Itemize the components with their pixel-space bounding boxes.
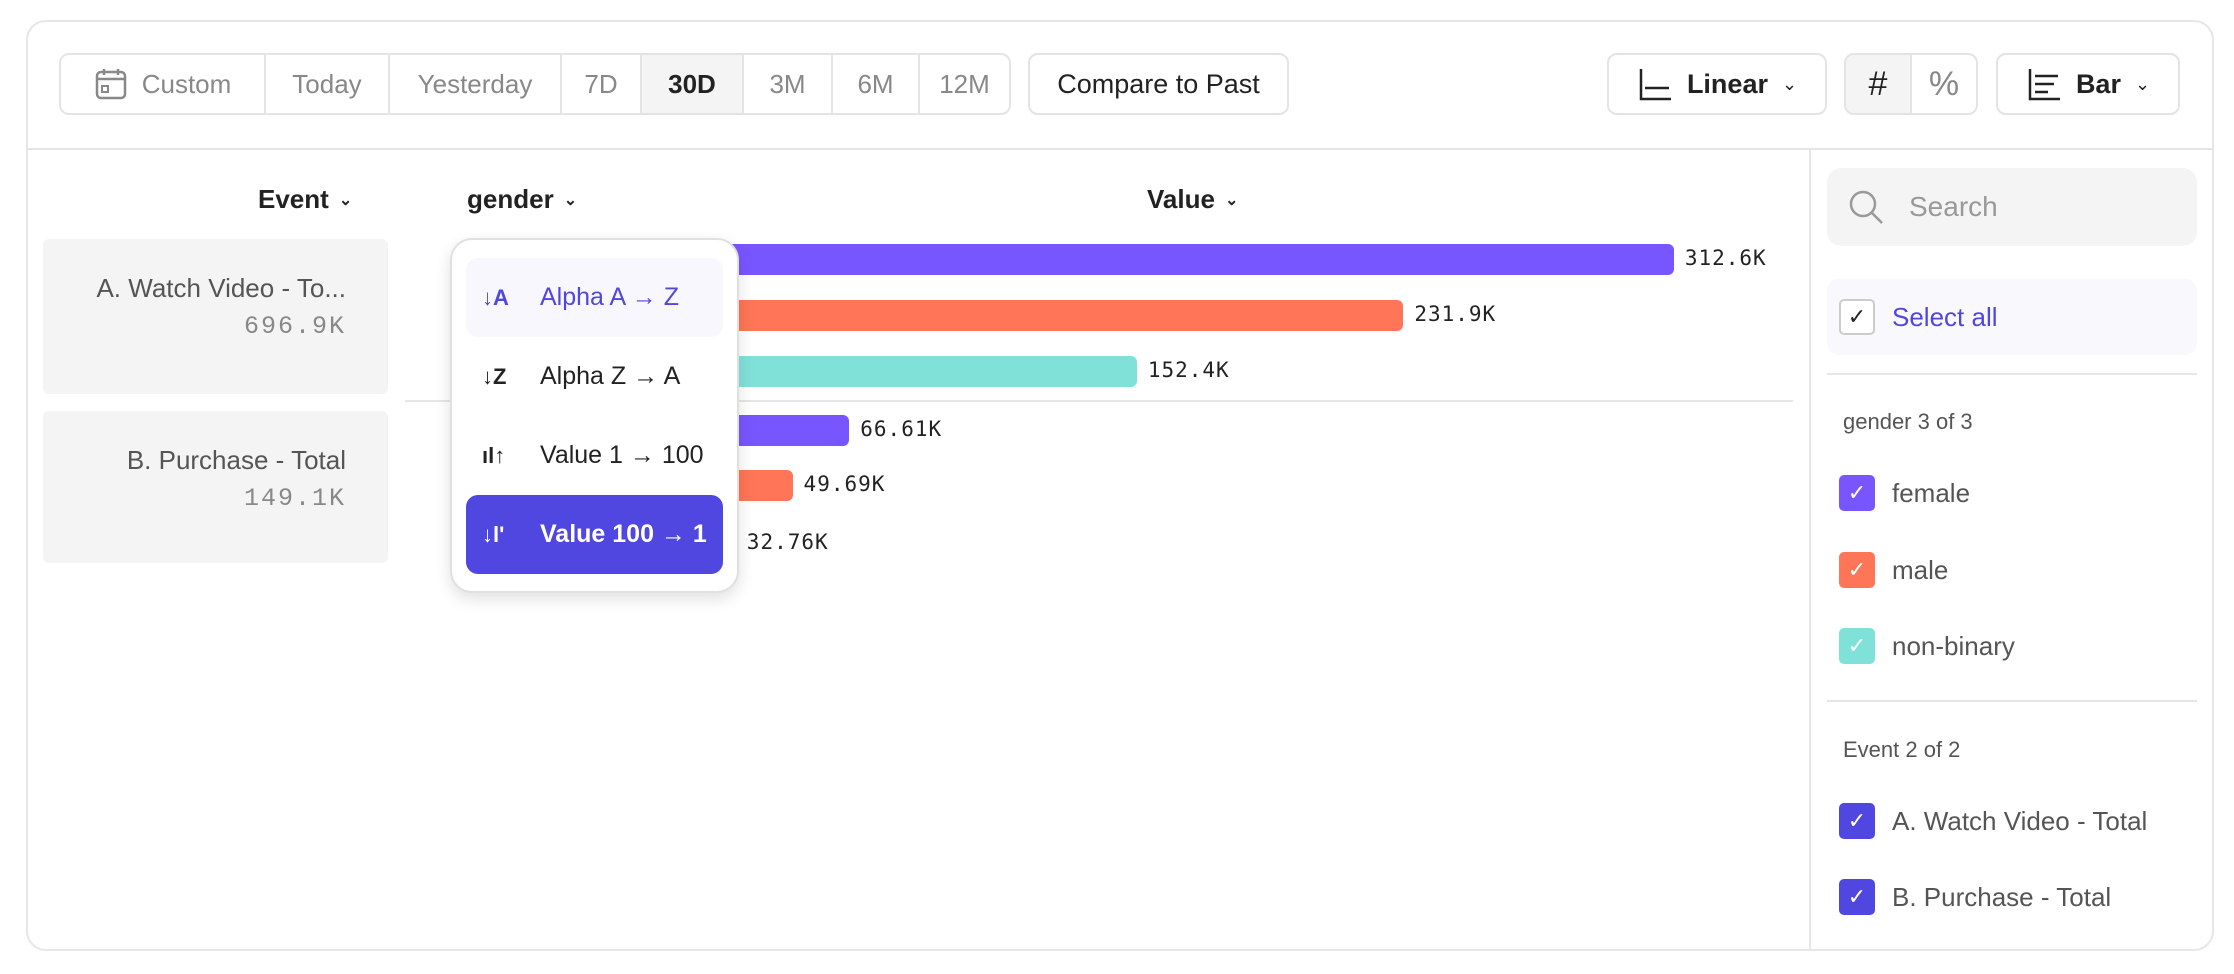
bar-male[interactable]	[626, 300, 1404, 331]
non-binary-checkbox[interactable]: ✓	[1839, 628, 1875, 664]
sort-menu: ↓A Alpha A → Z ↓Z Alpha Z → A ıl↑ Value 1 →…	[450, 238, 739, 593]
sort-alpha-asc-icon: ↓A	[482, 284, 509, 310]
chevron-down-icon: ⌄	[338, 191, 353, 209]
panel-divider	[1809, 149, 1811, 950]
filter-divider	[1827, 373, 2197, 375]
event-name: A. Watch Video - To...	[96, 273, 346, 303]
date-3m-button[interactable]: 3M	[744, 55, 833, 113]
report-card	[26, 20, 2214, 951]
menu-item-label: Value 100 → 1	[540, 520, 707, 548]
purchase-label[interactable]: B. Purchase - Total	[1892, 882, 2112, 912]
compare-to-past-button[interactable]: Compare to Past	[1028, 53, 1289, 115]
chart-type-label: Bar	[2075, 68, 2121, 99]
watch-video-checkbox[interactable]: ✓	[1839, 803, 1875, 839]
select-all-label[interactable]: Select all	[1892, 302, 1998, 332]
event-card-watch-video[interactable]: A. Watch Video - To... 696.9K	[43, 239, 388, 394]
event-column-header[interactable]: Event ⌄	[258, 184, 352, 215]
bar-value-label: 49.69K	[803, 472, 886, 496]
filter-divider	[1827, 700, 2197, 702]
scale-label: Linear	[1686, 68, 1768, 99]
bar-value-label: 312.6K	[1684, 246, 1767, 270]
watch-video-label[interactable]: A. Watch Video - Total	[1892, 806, 2148, 836]
non-binary-label[interactable]: non-binary	[1892, 631, 2015, 661]
toolbar-divider	[27, 148, 2213, 150]
number-mode-button[interactable]: #	[1846, 55, 1912, 113]
sort-alpha-asc[interactable]: ↓A Alpha A → Z	[466, 258, 723, 337]
search-placeholder: Search	[1909, 191, 1998, 222]
calendar-icon	[95, 69, 126, 100]
event-filter-title: Event 2 of 2	[1843, 737, 1961, 762]
date-6m-button[interactable]: 6M	[833, 55, 920, 113]
date-range-selector: Custom Today Yesterday 7D 30D 3M 6M 12M	[59, 53, 1011, 115]
gender-column-header[interactable]: gender ⌄	[467, 184, 577, 215]
sort-value-desc[interactable]: ↓l' Value 100 → 1	[466, 495, 723, 574]
event-total: 696.9K	[243, 312, 346, 341]
sort-alpha-desc-icon: ↓Z	[482, 363, 507, 389]
value-column-header[interactable]: Value ⌄	[1147, 184, 1238, 215]
sort-value-asc[interactable]: ıl↑ Value 1 → 100	[466, 416, 723, 495]
menu-item-label: Alpha A → Z	[540, 283, 679, 311]
sort-alpha-desc[interactable]: ↓Z Alpha Z → A	[466, 337, 723, 416]
chevron-down-icon: ⌄	[1224, 191, 1239, 209]
female-label[interactable]: female	[1892, 478, 1971, 508]
event-card-purchase[interactable]: B. Purchase - Total 149.1K	[43, 411, 388, 563]
search-input[interactable]: Search	[1827, 168, 2197, 246]
chevron-down-icon: ⌄	[1781, 73, 1798, 94]
purchase-checkbox[interactable]: ✓	[1839, 879, 1875, 915]
chevron-down-icon: ⌄	[563, 191, 578, 209]
event-total: 149.1K	[243, 484, 346, 513]
bar-value-label: 152.4K	[1147, 358, 1230, 382]
bar-chart-icon	[2028, 69, 2060, 101]
date-12m-button[interactable]: 12M	[939, 68, 990, 99]
search-icon	[1849, 190, 1883, 224]
scale-dropdown[interactable]: Linear ⌄	[1607, 53, 1827, 115]
bar-value-label: 231.9K	[1414, 302, 1497, 326]
bar-female[interactable]	[626, 244, 1674, 275]
event-name: B. Purchase - Total	[126, 445, 346, 475]
date-custom-button[interactable]: Custom	[61, 55, 266, 113]
value-mode-toggle: # %	[1844, 53, 1978, 115]
select-all-checkbox[interactable]: ✓	[1839, 299, 1875, 335]
bar-value-label: 32.76K	[746, 530, 829, 554]
female-checkbox[interactable]: ✓	[1839, 475, 1875, 511]
gender-filter-title: gender 3 of 3	[1843, 409, 1973, 434]
date-today-button[interactable]: Today	[266, 55, 390, 113]
event-header-label: Event	[258, 184, 329, 214]
male-label[interactable]: male	[1892, 555, 1949, 585]
date-7d-button[interactable]: 7D	[562, 55, 642, 113]
value-header-label: Value	[1147, 184, 1215, 214]
bar-value-label: 66.61K	[860, 417, 943, 441]
male-checkbox[interactable]: ✓	[1839, 552, 1875, 588]
date-yesterday-button[interactable]: Yesterday	[390, 55, 562, 113]
gender-header-label: gender	[467, 184, 554, 214]
percent-mode-button[interactable]: %	[1928, 64, 1960, 103]
linear-axis-icon	[1639, 69, 1671, 101]
menu-item-label: Value 1 → 100	[540, 441, 704, 469]
chevron-down-icon: ⌄	[2134, 73, 2151, 94]
group-divider	[405, 400, 1793, 402]
date-30d-button[interactable]: 30D	[642, 55, 744, 113]
select-all-row[interactable]	[1827, 279, 2197, 355]
sort-value-asc-icon: ıl↑	[482, 442, 506, 468]
chart-type-dropdown[interactable]: Bar ⌄	[1996, 53, 2180, 115]
sort-value-desc-icon: ↓l'	[482, 521, 505, 547]
menu-item-label: Alpha Z → A	[540, 362, 681, 390]
date-custom-label: Custom	[141, 68, 232, 99]
